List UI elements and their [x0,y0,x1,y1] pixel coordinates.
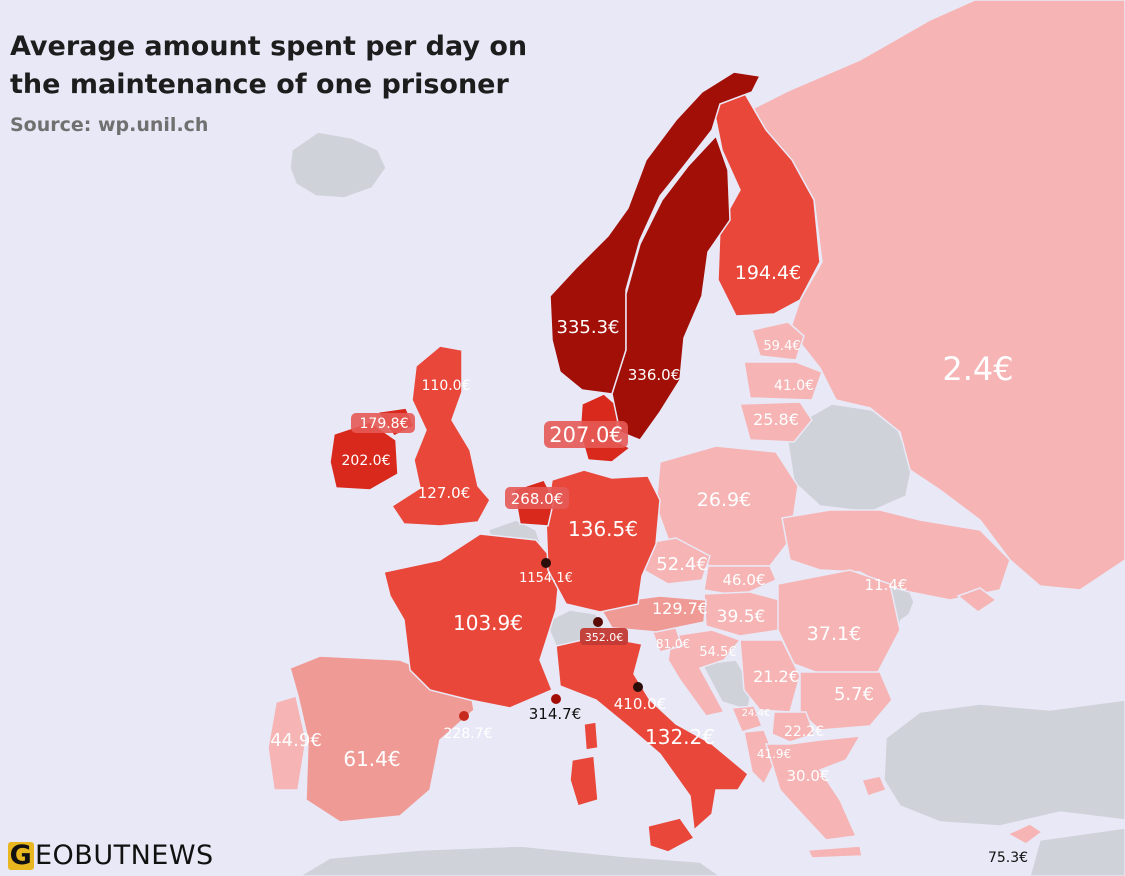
luxembourg-marker [541,558,551,568]
great-britain [390,345,491,527]
label-russia: 2.4€ [942,350,1013,388]
france [383,533,561,709]
label-portugal: 44.9€ [270,730,322,751]
andorra-marker [459,711,469,721]
label-netherlands: 268.0€ [511,490,564,508]
liechtenstein-marker [593,617,603,627]
label-albania: 41.9€ [757,747,791,761]
label-montenegro: 24.4€ [742,708,771,719]
label-bulgaria: 5.7€ [834,684,874,705]
label-sweden: 336.0€ [628,366,681,384]
estonia [751,321,805,361]
label-serbia: 21.2€ [753,667,799,686]
montenegro [730,705,764,733]
label-poland: 26.9€ [697,489,751,511]
turkey [883,699,1125,827]
label-spain: 61.4€ [343,747,400,771]
label-greece: 30.0€ [787,767,830,785]
sardinia [569,755,599,807]
norway [549,71,762,395]
russia [749,0,1125,591]
crimea [956,587,998,613]
label-luxembourg: 1154.1€ [519,571,573,586]
middle-east [1029,827,1125,876]
label-england: 127.0€ [418,484,471,502]
tier-1-countries [267,0,1125,859]
croatia [667,629,742,717]
italy [555,635,749,832]
label-northern-ireland: 179.8€ [360,416,409,432]
label-ireland: 202.0€ [342,453,391,469]
label-latvia: 41.0€ [774,378,814,394]
netherlands-badge [505,487,569,509]
value-labels: 335.3€ 336.0€ 194.4€ 2.4€ 59.4€ 41.0€ 25… [270,262,1028,866]
label-monaco: 314.7€ [529,705,582,723]
brand-logo: G EOBUTNEWS [8,840,214,871]
source-credit: Source: wp.unil.ch [10,114,209,136]
label-san-marino: 410.0€ [614,695,667,713]
label-austria: 129.7€ [652,599,708,618]
north-africa [298,845,722,876]
label-badges [351,413,628,645]
monaco-marker [551,694,561,704]
label-slovenia: 81.0€ [656,637,690,651]
black-sea [896,588,1120,704]
label-ukraine: 11.4€ [865,576,908,594]
label-north-macedonia: 22.2€ [784,724,824,740]
sweden [611,134,731,441]
label-andorra: 228.7€ [444,726,493,742]
portugal [267,695,307,791]
belarus [785,403,913,513]
label-finland: 194.4€ [735,262,801,284]
poland [655,445,799,567]
latvia [743,361,823,401]
spain [289,655,475,823]
brand-logo-text: EOBUTNEWS [35,840,214,871]
tier-3-countries [383,91,821,853]
greek-islands [806,775,888,859]
microstate-markers [459,558,643,721]
label-estonia: 59.4€ [763,339,800,354]
cyprus [1006,823,1044,845]
label-croatia: 54.5€ [699,645,736,660]
label-lithuania: 25.8€ [753,410,799,429]
label-czechia: 52.4€ [656,554,708,575]
slovakia [703,565,777,597]
finland [711,91,821,317]
label-slovakia: 46.0€ [723,571,766,589]
label-romania: 37.1€ [807,623,861,645]
greece [764,735,862,841]
germany [545,469,661,613]
label-scotland: 110.0€ [422,378,471,394]
label-germany: 136.5€ [568,517,638,541]
tier-5-countries [549,71,762,441]
label-denmark: 207.0€ [549,423,622,447]
liechtenstein-badge [580,628,628,645]
north-macedonia [771,711,815,743]
label-italy: 132.2€ [645,725,715,749]
label-cyprus: 75.3€ [988,850,1028,866]
label-hungary: 39.5€ [717,607,766,627]
brand-logo-initial: G [8,839,34,871]
iceland [289,131,387,199]
label-liechtenstein: 352.0€ [585,631,624,644]
denmark-badge [544,421,628,448]
northern-ireland-badge [351,413,415,433]
label-norway: 335.3€ [557,317,620,338]
san-marino-marker [633,682,643,692]
map-title: Average amount spent per day on the main… [10,31,528,100]
tier-2-countries [289,595,707,823]
sicily [647,817,696,853]
corsica [583,721,599,751]
lithuania [739,401,813,443]
label-france: 103.9€ [453,611,523,635]
